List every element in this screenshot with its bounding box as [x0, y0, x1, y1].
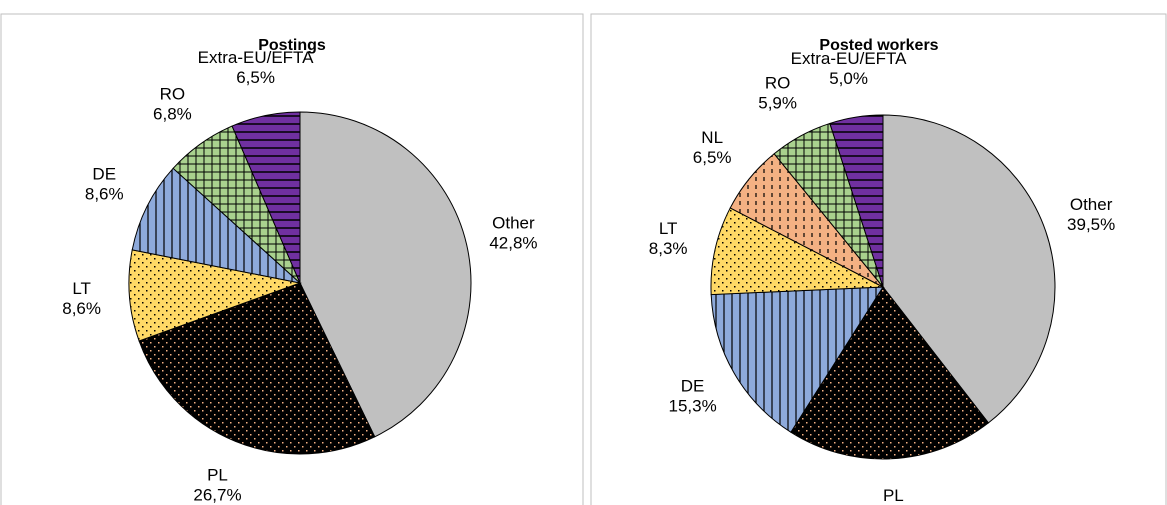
pie-slice: [790, 286, 990, 460]
slice-value-label: 39,5%: [1067, 215, 1115, 234]
slice-label: Other: [492, 213, 535, 232]
slice-label: Other: [1070, 195, 1113, 214]
slice-value-label: 6,5%: [236, 68, 275, 87]
pie-slice: [882, 114, 1056, 424]
slice-value-label: 42,8%: [489, 233, 537, 252]
slice-value-label: 6,5%: [693, 148, 732, 167]
chart-title: Postings: [258, 37, 326, 54]
pie-slice: [710, 286, 884, 433]
slice-label: PL: [207, 465, 228, 484]
slice-value-label: 8,3%: [649, 239, 688, 258]
pie-slice: [829, 114, 884, 288]
slice-label: NL: [701, 128, 723, 147]
slice-label: LT: [72, 279, 91, 298]
chart-title: Posted workers: [819, 37, 938, 54]
slice-value-label: 5,9%: [758, 93, 797, 112]
slice-label: LT: [659, 219, 678, 238]
slice-label: DE: [92, 164, 116, 183]
slice-value-label: 8,6%: [62, 299, 101, 318]
pie-slice: [128, 249, 302, 342]
slice-value-label: 8,6%: [85, 184, 124, 203]
pie-slice: [231, 111, 301, 284]
slice-label: Extra-EU/EFTA: [198, 48, 315, 67]
panel-border: [0, 13, 584, 505]
slice-value-label: 15,3%: [668, 397, 716, 416]
slice-value-label: 6,8%: [153, 105, 192, 124]
slice-label: DE: [681, 377, 705, 396]
pie-slice: [138, 282, 376, 455]
slice-value-label: 26,7%: [193, 485, 241, 504]
slice-label: RO: [160, 85, 186, 104]
pie-slice: [131, 167, 302, 284]
pie-slice: [710, 207, 885, 296]
slice-label: PL: [883, 486, 904, 505]
panel-border: [590, 13, 1167, 505]
slice-value-label: 5,0%: [829, 69, 868, 88]
slice-label: RO: [765, 73, 791, 92]
pie-slice: [299, 111, 472, 438]
slice-label: Extra-EU/EFTA: [791, 49, 908, 68]
